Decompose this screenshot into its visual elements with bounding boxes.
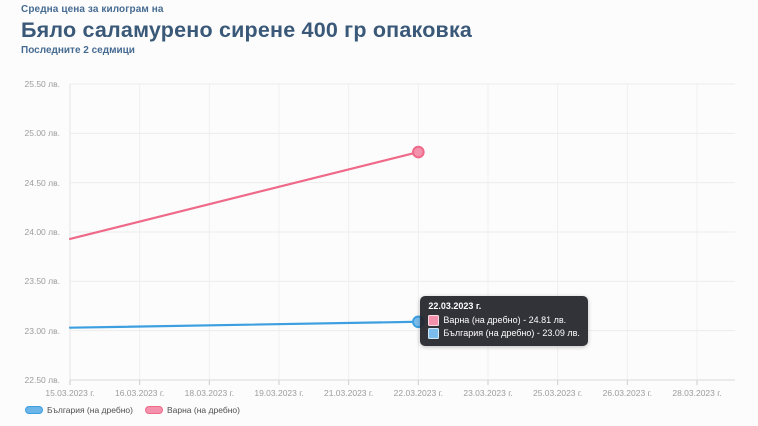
tooltip-row-text: България (на дребно) - 23.09 лв. <box>443 327 580 338</box>
legend-label: България (на дребно) <box>47 405 133 415</box>
y-axis-label: 22.50 лв. <box>24 375 60 385</box>
x-axis-label: 18.03.2023 г. <box>184 388 234 398</box>
tooltip-row: България (на дребно) - 23.09 лв. <box>428 327 580 340</box>
x-axis-label: 21.03.2023 г. <box>323 388 374 398</box>
x-axis-label: 19.03.2023 г. <box>254 388 304 398</box>
tooltip-row-text: Варна (на дребно) - 24.81 лв. <box>443 314 567 325</box>
chart-legend: България (на дребно) Варна (на дребно) <box>25 405 240 415</box>
y-axis-label: 25.00 лв. <box>24 128 60 139</box>
x-axis-label: 26.03.2023 г. <box>602 388 652 398</box>
chart-tooltip: 22.03.2023 г. Варна (на дребно) - 24.81 … <box>420 295 588 346</box>
legend-swatch-bulgaria <box>25 406 43 414</box>
legend-item-varna[interactable]: Варна (на дребно) <box>144 405 240 415</box>
y-axis-label: 24.50 лв. <box>24 177 60 188</box>
page-title: Бяло саламурено сирене 400 гр опаковка <box>21 18 473 42</box>
x-axis-label: 25.03.2023 г. <box>532 388 583 398</box>
legend-swatch-varna <box>144 406 163 414</box>
x-axis-label: 23.03.2023 г. <box>463 388 513 398</box>
tooltip-series-swatch-bulgaria <box>428 327 440 339</box>
y-axis-label: 25.50 лв. <box>24 79 60 89</box>
x-axis-label: 22.03.2023 г. <box>393 388 443 398</box>
y-axis-label: 23.00 лв. <box>24 325 60 336</box>
tooltip-series-swatch-varna <box>428 314 440 326</box>
chart-supertitle: Средна цена за килограм на <box>21 4 164 15</box>
series-line-varna <box>68 150 420 241</box>
chart-header: Средна цена за килограм на Бяло саламуре… <box>21 4 472 56</box>
x-axis-label: 15.03.2023 г. <box>45 388 95 398</box>
tooltip-date: 22.03.2023 г. <box>428 300 482 311</box>
chart-subtitle: Последните 2 седмици <box>21 45 135 56</box>
x-axis-label: 28.03.2023 г. <box>672 388 722 398</box>
y-axis-label: 23.50 лв. <box>24 276 60 287</box>
y-axis-label: 24.00 лв. <box>24 227 60 237</box>
x-axis-label: 16.03.2023 г. <box>114 388 165 398</box>
legend-label: Варна (на дребно) <box>166 405 240 415</box>
tooltip-row: Варна (на дребно) - 24.81 лв. <box>428 314 580 327</box>
series-line-bulgaria <box>68 320 420 329</box>
legend-item-bulgaria[interactable]: България (на дребно) <box>25 405 133 415</box>
data-point-varna[interactable] <box>412 145 425 159</box>
